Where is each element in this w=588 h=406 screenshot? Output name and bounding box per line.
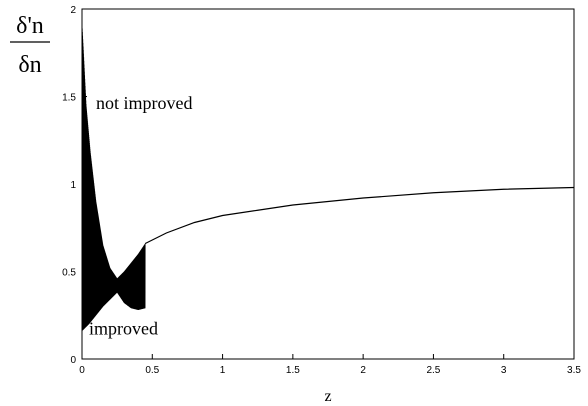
x-tick-label: 0.5 — [145, 365, 159, 376]
x-tick-label: 0 — [79, 365, 85, 376]
y-label-denominator: δn — [18, 52, 41, 78]
y-tick-label: 0 — [70, 355, 76, 366]
x-tick-label: 1 — [220, 365, 226, 376]
oscillating-band — [81, 21, 146, 331]
y-label-numerator: δ'n — [16, 13, 44, 39]
y-tick-label: 2 — [70, 5, 76, 16]
smooth-curve — [144, 186, 575, 245]
y-tick-label: 0.5 — [62, 268, 76, 279]
x-tick-label: 2.5 — [426, 365, 440, 376]
series-layer — [81, 21, 575, 331]
x-tick-label: 1.5 — [286, 365, 300, 376]
x-tick-label: 3.5 — [567, 365, 581, 376]
x-tick-label: 3 — [501, 365, 507, 376]
annotation-layer: not improved improved — [89, 93, 193, 339]
x-axis-label: z — [324, 388, 331, 405]
annotation-label: improved — [89, 319, 158, 339]
x-tick-label: 2 — [360, 365, 366, 376]
y-tick-label: 1.5 — [62, 93, 76, 104]
x-axis-ticks: 0 0.5 1 1.5 2 2.5 3 3.5 — [79, 354, 581, 376]
annotation-label: not improved — [96, 93, 193, 113]
y-axis-label: δ'n δn — [10, 13, 50, 78]
plot-frame — [81, 8, 575, 360]
y-tick-label: 1 — [70, 180, 76, 191]
